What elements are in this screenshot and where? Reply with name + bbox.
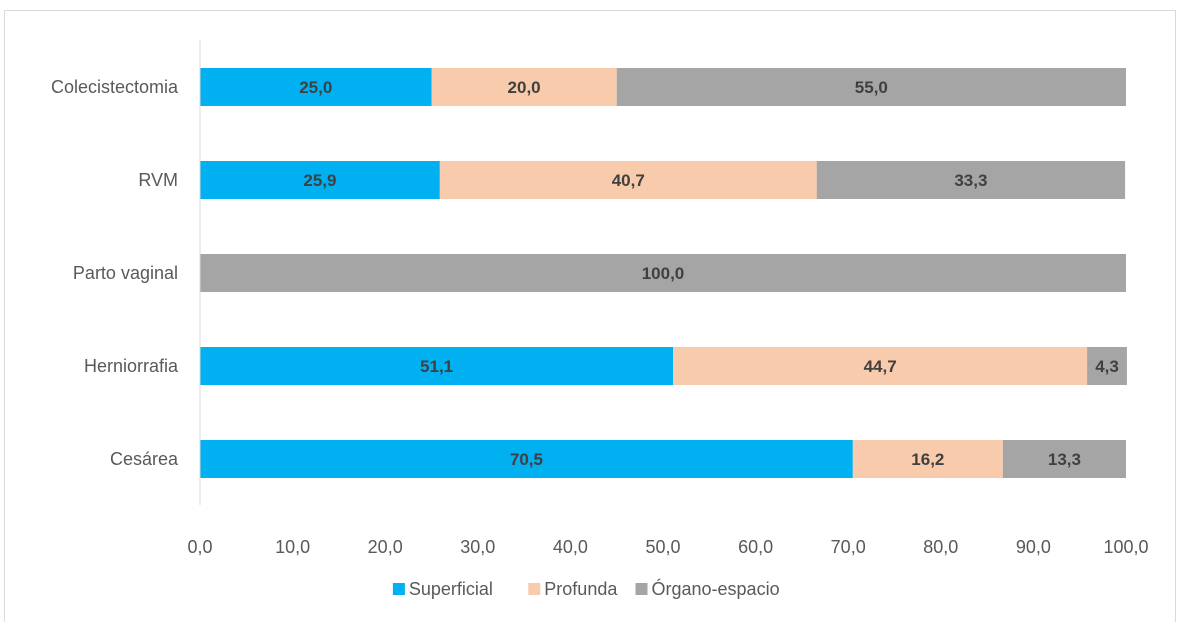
data-label: 20,0 — [508, 78, 541, 97]
category-label: Herniorrafia — [84, 356, 179, 376]
x-tick-labels: 0,0 10,0 20,0 30,0 40,0 50,0 60,0 70,0 80,0 90,0 1… — [187, 537, 1148, 557]
category-labels: Colecistectomia RVM Parto vaginal Herniorra… — [51, 77, 179, 469]
x-tick-label: 50,0 — [645, 537, 680, 557]
legend: Superficial Profunda Órgano-espacio — [392, 578, 780, 599]
data-label: 25,0 — [299, 78, 332, 97]
legend-label: Órgano-espacio — [652, 578, 780, 599]
data-label: 100,0 — [642, 264, 685, 283]
bars-layer — [200, 68, 1127, 478]
category-label: RVM — [138, 170, 178, 190]
bar-segment — [200, 68, 432, 106]
x-tick-label: 70,0 — [831, 537, 866, 557]
x-tick-label: 90,0 — [1016, 537, 1051, 557]
x-tick-label: 40,0 — [553, 537, 588, 557]
chart-frame — [4, 10, 1176, 622]
bar-segment — [673, 347, 1088, 385]
legend-swatch — [528, 583, 541, 595]
bar-segment — [431, 68, 617, 106]
category-label: Colecistectomia — [51, 77, 179, 97]
bar-segment — [439, 161, 817, 199]
data-label: 16,2 — [911, 450, 944, 469]
data-label: 40,7 — [612, 171, 645, 190]
bar-segment — [200, 440, 853, 478]
bar-segment — [852, 440, 1003, 478]
legend-swatch — [635, 583, 648, 595]
data-label: 70,5 — [510, 450, 543, 469]
data-label: 13,3 — [1048, 450, 1081, 469]
data-label: 55,0 — [855, 78, 888, 97]
bar-segment — [816, 161, 1126, 199]
legend-swatch — [392, 583, 405, 595]
bar-segment — [200, 254, 1126, 292]
x-tick-label: 30,0 — [460, 537, 495, 557]
bar-segment — [616, 68, 1126, 106]
x-tick-label: 100,0 — [1103, 537, 1148, 557]
x-tick-label: 10,0 — [275, 537, 310, 557]
legend-label: Superficial — [409, 579, 493, 599]
data-label: 44,7 — [864, 357, 897, 376]
legend-label: Profunda — [544, 579, 618, 599]
bar-segment — [1087, 347, 1127, 385]
data-labels: 25,0 20,0 55,0 25,9 40,7 33,3 100,0 51,1 44,7 4,3… — [299, 78, 1119, 469]
data-label: 51,1 — [420, 357, 453, 376]
data-label: 4,3 — [1095, 357, 1119, 376]
x-tick-label: 20,0 — [368, 537, 403, 557]
x-tick-label: 0,0 — [187, 537, 212, 557]
category-label: Cesárea — [110, 449, 179, 469]
category-label: Parto vaginal — [73, 263, 178, 283]
bar-segment — [1002, 440, 1126, 478]
bar-segment — [200, 161, 440, 199]
x-tick-label: 60,0 — [738, 537, 773, 557]
bar-segment — [200, 347, 674, 385]
data-label: 25,9 — [303, 171, 336, 190]
data-label: 33,3 — [954, 171, 987, 190]
x-tick-label: 80,0 — [923, 537, 958, 557]
